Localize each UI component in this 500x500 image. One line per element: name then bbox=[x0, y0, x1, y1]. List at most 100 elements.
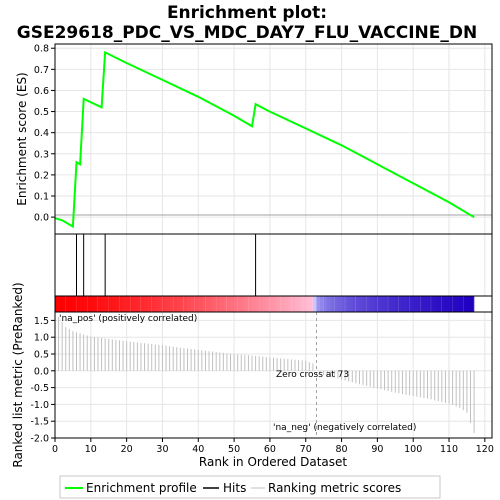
color-bar-segment bbox=[69, 296, 74, 312]
metric-panel-background bbox=[55, 312, 492, 438]
color-bar-segment bbox=[427, 296, 432, 312]
color-bar-segment bbox=[219, 296, 224, 312]
legend-ranking-label: Ranking metric scores bbox=[268, 481, 401, 495]
metric-y-axis-label: Ranked list metric (PreRanked) bbox=[11, 282, 25, 467]
color-bar-segment bbox=[380, 296, 385, 312]
color-bar-segment bbox=[226, 296, 231, 312]
color-bar-segment bbox=[327, 296, 332, 312]
color-bar-segment bbox=[241, 296, 246, 312]
x-tick-label: 60 bbox=[264, 444, 276, 455]
color-bar-segment bbox=[434, 296, 439, 312]
metric-tick-label: -0.5 bbox=[30, 383, 49, 394]
color-bar-segment bbox=[366, 296, 371, 312]
es-panel: 0.0 0.1 0.2 0.3 0.4 0.5 0.6 0.7 0.8 bbox=[34, 43, 493, 235]
color-bar-segment bbox=[105, 296, 110, 312]
color-bar-segment bbox=[72, 296, 77, 312]
color-bar-segment bbox=[169, 296, 174, 312]
color-bar-segment bbox=[209, 296, 213, 312]
color-bar-segment bbox=[130, 296, 135, 312]
x-tick-label: 30 bbox=[156, 444, 168, 455]
x-tick-label: 10 bbox=[85, 444, 97, 455]
color-bar-segment bbox=[391, 296, 396, 312]
metric-bars bbox=[58, 317, 475, 433]
color-bar-segment bbox=[355, 296, 360, 312]
es-y-axis-label: Enrichment score (ES) bbox=[15, 72, 29, 205]
color-bar-segment bbox=[237, 296, 242, 312]
x-tick-label: 20 bbox=[121, 444, 133, 455]
color-bar-segment bbox=[191, 296, 195, 312]
color-bar-segment bbox=[305, 296, 310, 312]
es-tick-label: 0.4 bbox=[34, 128, 49, 139]
metric-tick-label: 1.0 bbox=[34, 333, 49, 344]
es-y-ticks: 0.0 0.1 0.2 0.3 0.4 0.5 0.6 0.7 0.8 bbox=[34, 44, 55, 224]
color-bar-segment bbox=[470, 296, 475, 312]
color-bar-segment bbox=[334, 296, 339, 312]
color-bar-segment bbox=[420, 296, 425, 312]
color-bar-segment bbox=[162, 296, 167, 312]
color-bar-segment bbox=[151, 296, 156, 312]
color-bar-segment bbox=[406, 296, 410, 312]
color-bar-segment bbox=[309, 296, 314, 312]
color-bar-segment bbox=[216, 296, 221, 312]
color-bar-segment bbox=[62, 296, 67, 312]
color-bar-segment bbox=[441, 296, 446, 312]
color-bar-segment bbox=[252, 296, 256, 312]
x-tick-label: 50 bbox=[228, 444, 240, 455]
color-bar-segment bbox=[112, 296, 117, 312]
color-bar-segment bbox=[180, 296, 185, 312]
color-bar-segment bbox=[431, 296, 435, 312]
color-bar-segment bbox=[398, 296, 403, 312]
x-tick-label: 110 bbox=[440, 444, 458, 455]
color-bar-segment bbox=[94, 296, 99, 312]
x-tick-label: 120 bbox=[476, 444, 494, 455]
color-bar-segment bbox=[133, 296, 138, 312]
color-bar-segment bbox=[395, 296, 400, 312]
es-tick-label: 0.2 bbox=[34, 170, 49, 181]
legend: Enrichment profile Hits Ranking metric s… bbox=[59, 475, 441, 499]
es-tick-label: 0.7 bbox=[34, 65, 49, 76]
x-tick-label: 100 bbox=[404, 444, 422, 455]
color-bar-segment bbox=[466, 296, 471, 312]
color-bar-segment bbox=[323, 296, 328, 312]
color-bar-segment bbox=[87, 296, 92, 312]
metric-y-ticks: -2.0 -1.5 -1.0 -0.5 0.0 0.5 1.0 1.5 bbox=[30, 316, 55, 445]
legend-hits-label: Hits bbox=[223, 481, 246, 495]
color-bar-segment bbox=[101, 296, 106, 312]
color-bar-segment bbox=[205, 296, 210, 312]
es-tick-label: 0.3 bbox=[34, 149, 49, 160]
negative-correlation-label: 'na_neg' (negatively correlated) bbox=[273, 423, 416, 433]
x-tick-label: 70 bbox=[300, 444, 312, 455]
color-bar-segment bbox=[266, 296, 271, 312]
color-bar-segment bbox=[255, 296, 260, 312]
color-bar-segment bbox=[198, 296, 203, 312]
color-bar-segment bbox=[187, 296, 192, 312]
zero-cross-label: Zero cross at 73 bbox=[276, 370, 349, 380]
color-bar-segment bbox=[97, 296, 102, 312]
metric-grid bbox=[54, 312, 492, 439]
metric-tick-label: 0.0 bbox=[34, 366, 49, 377]
color-bar-segment bbox=[348, 296, 353, 312]
color-bar-segment bbox=[337, 296, 342, 312]
color-bar-segment bbox=[194, 296, 199, 312]
color-bar-segment bbox=[212, 296, 217, 312]
color-bar-segment bbox=[330, 296, 335, 312]
color-bar-segment bbox=[234, 296, 238, 312]
color-bar-segment bbox=[416, 296, 421, 312]
color-bar-segment bbox=[269, 296, 274, 312]
color-bar-segment bbox=[55, 296, 59, 312]
color-bar-segment bbox=[320, 296, 324, 312]
color-bar-segment bbox=[140, 296, 145, 312]
color-bar-segment bbox=[80, 296, 84, 312]
chart-title-line2: GSE29618_PDC_VS_MDC_DAY7_FLU_VACCINE_DN bbox=[17, 23, 477, 43]
color-bar-segment bbox=[413, 296, 418, 312]
color-bar-segment bbox=[173, 296, 178, 312]
x-tick-label: 80 bbox=[336, 444, 348, 455]
hits-grid bbox=[54, 234, 486, 296]
color-bar-segment bbox=[119, 296, 124, 312]
color-bar-segment bbox=[158, 296, 163, 312]
color-bar-segment bbox=[201, 296, 206, 312]
x-axis-ticks: 0 10 20 30 40 50 60 70 80 90 100 110 120 bbox=[52, 438, 494, 455]
es-panel-background bbox=[55, 44, 492, 234]
color-bar-segment bbox=[316, 296, 321, 312]
